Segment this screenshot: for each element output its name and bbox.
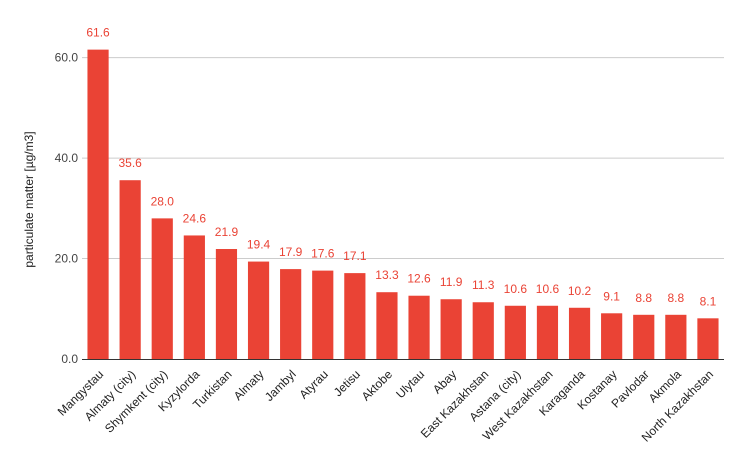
data-label: 24.6: [183, 211, 207, 225]
data-label: 9.1: [603, 289, 620, 303]
bar: [472, 302, 494, 359]
bar: [280, 269, 302, 359]
y-axis-title: particulate matter [µg/m3]: [22, 131, 36, 267]
data-label: 17.1: [343, 249, 367, 263]
x-category-label: Ulytau: [393, 367, 427, 401]
data-label: 10.6: [536, 282, 560, 296]
data-label: 19.4: [247, 238, 271, 252]
bar: [440, 299, 462, 359]
y-axis-ticks: 0.0 20.0 40.0 60.0: [55, 51, 79, 366]
data-label: 11.9: [440, 275, 463, 289]
x-category-label: Abay: [430, 367, 459, 396]
x-category-label: Atyrau: [296, 367, 330, 401]
y-tick-label: 40.0: [55, 151, 79, 165]
data-label: 11.3: [472, 278, 495, 292]
data-label: 12.6: [407, 272, 431, 286]
data-label: 10.6: [504, 282, 528, 296]
data-labels: 61.6 35.6 28.0 24.6 21.9 19.4 17.9 17.6 17.1 13.3…: [86, 26, 716, 309]
bar: [504, 305, 526, 359]
bar: [408, 295, 430, 359]
data-label: 28.0: [151, 194, 175, 208]
bars: [87, 49, 719, 360]
bar: [633, 314, 655, 359]
x-category-label: Almaty: [231, 367, 267, 403]
data-label: 8.8: [635, 291, 652, 305]
x-category-label: Jambyl: [262, 367, 299, 404]
data-label: 8.8: [668, 291, 685, 305]
data-label: 13.3: [375, 268, 399, 282]
bar: [215, 249, 238, 359]
data-label: 35.6: [118, 156, 142, 170]
data-label: 10.2: [568, 284, 592, 298]
bar: [247, 261, 270, 359]
bar: [697, 318, 719, 359]
bar: [87, 49, 109, 360]
bar: [601, 313, 623, 359]
bar: [151, 218, 173, 359]
data-label: 17.9: [279, 245, 303, 259]
x-category-label: Jetisu: [331, 367, 363, 399]
data-label: 8.1: [700, 294, 717, 308]
data-label: 21.9: [215, 225, 239, 239]
grid-lines: [82, 57, 724, 260]
bar: [376, 292, 398, 359]
y-tick-label: 0.0: [61, 352, 78, 366]
bar: [344, 273, 366, 359]
bar: [568, 307, 591, 359]
bar: [665, 314, 687, 359]
bar: [183, 235, 205, 359]
y-tick-label: 20.0: [55, 252, 79, 266]
bar: [536, 305, 559, 359]
y-tick-label: 60.0: [55, 51, 79, 65]
x-category-label: Aktobe: [359, 367, 396, 404]
data-label: 61.6: [86, 26, 110, 40]
data-label: 17.6: [311, 247, 335, 261]
bar: [312, 270, 334, 359]
bar: [119, 180, 141, 359]
